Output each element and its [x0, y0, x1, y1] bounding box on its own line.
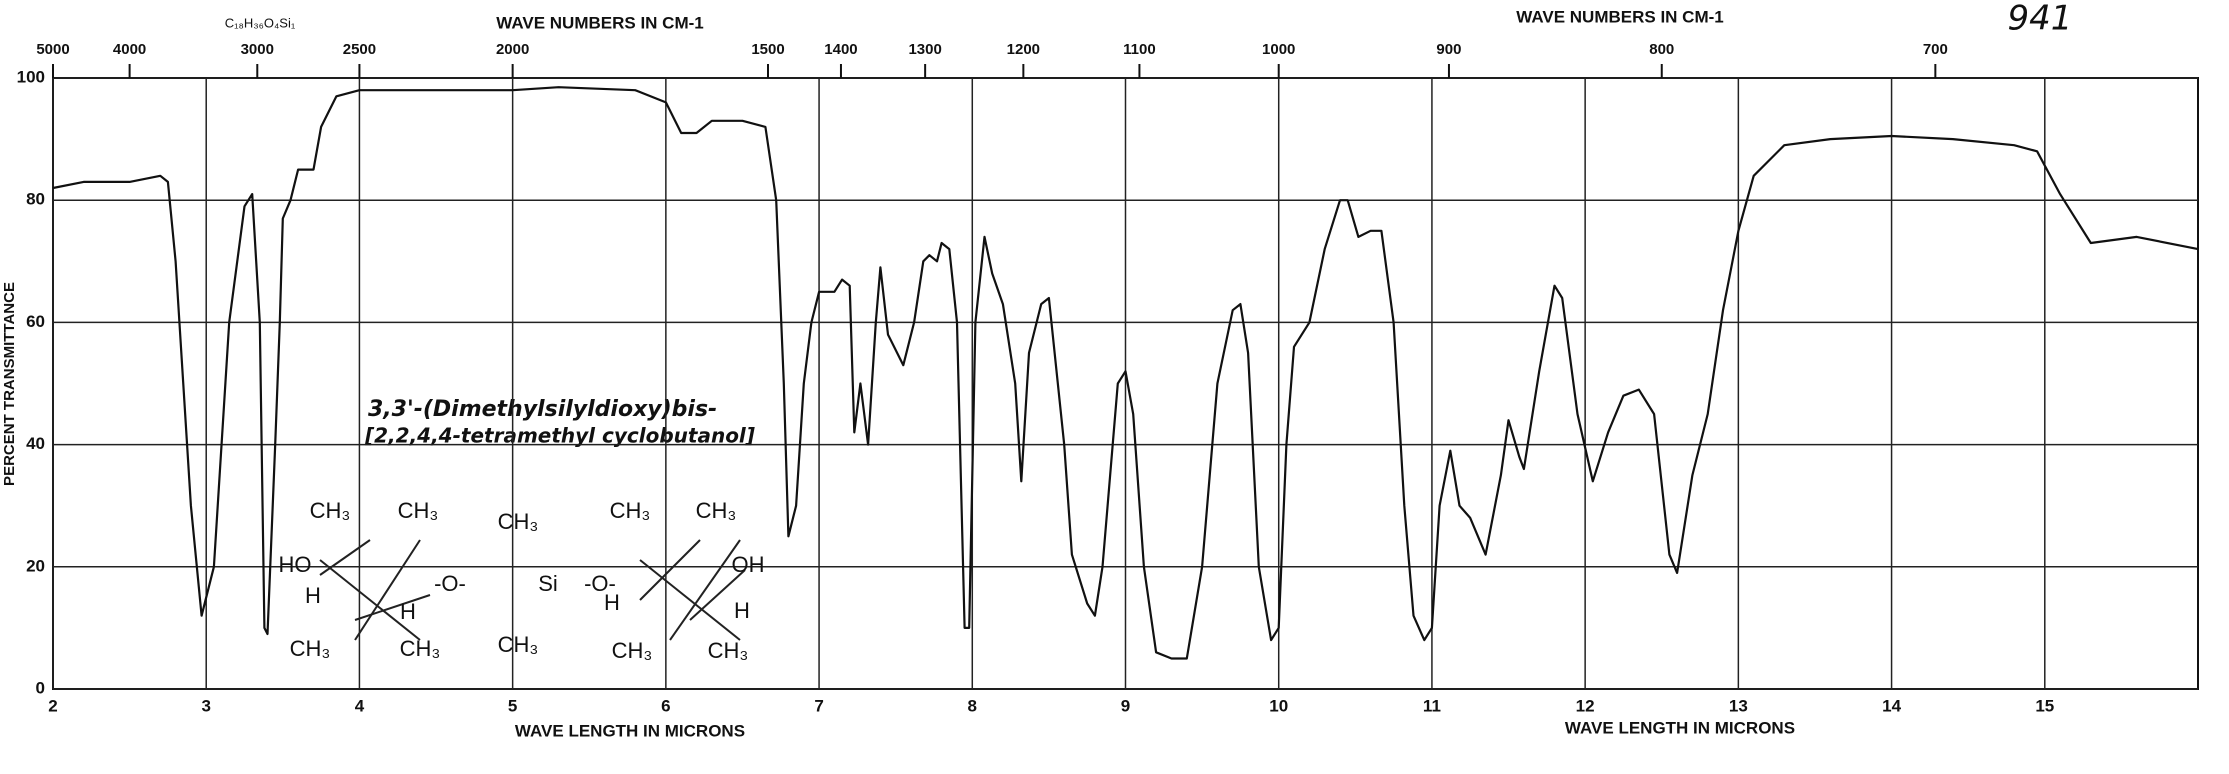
top-tick-label: 1100	[1123, 41, 1156, 58]
x-tick-label: 11	[1423, 696, 1441, 715]
x-tick-label: 10	[1269, 696, 1288, 715]
structure-label: CH₃	[612, 638, 653, 663]
structure-label: CH₃	[400, 636, 441, 661]
x-tick-label: 5	[508, 696, 517, 715]
structure-label: Si	[538, 571, 558, 596]
x-tick-label: 13	[1729, 696, 1748, 715]
top-tick-label: 4000	[113, 41, 146, 58]
top-tick-label: 1500	[751, 41, 784, 58]
formula: C₁₈H₃₆O₄Si₁	[225, 15, 296, 30]
x-tick-label: 15	[2035, 696, 2054, 715]
structure-label: CH₃	[708, 638, 749, 663]
top-tick-label: 1200	[1007, 41, 1040, 58]
top-tick-label: 1000	[1262, 41, 1295, 58]
structure-label: H	[604, 590, 620, 615]
top-axis-label: WAVE NUMBERS IN CM-1	[496, 13, 703, 32]
structure-label: OH	[732, 552, 765, 577]
y-tick-label: 100	[17, 67, 45, 86]
spectrum-number: 941	[2008, 0, 2073, 39]
top-tick-label: 700	[1923, 41, 1948, 58]
structure-label: CH₃	[290, 636, 331, 661]
top-tick-label: 800	[1649, 41, 1674, 58]
structure-label: H	[305, 583, 321, 608]
structure-label: CH₃	[398, 498, 439, 523]
structure-label: CH₃	[310, 498, 351, 523]
top-tick-label: 3000	[241, 41, 274, 58]
x-tick-label: 7	[814, 696, 823, 715]
x-tick-label: 2	[48, 696, 57, 715]
y-tick-label: 80	[26, 190, 45, 209]
top-axis-label: WAVE NUMBERS IN CM-1	[1516, 7, 1723, 26]
top-tick-label: 1300	[908, 41, 941, 58]
spectrum-line	[52, 86, 2199, 660]
structure-label: -O-	[434, 571, 466, 596]
x-axis-label: WAVE LENGTH IN MICRONS	[515, 721, 745, 740]
x-tick-label: 14	[1882, 696, 1901, 715]
top-tick-label: 900	[1436, 41, 1461, 58]
y-tick-label: 60	[26, 312, 45, 331]
structure-bonds	[319, 539, 746, 641]
x-tick-label: 6	[661, 696, 670, 715]
x-tick-label: 12	[1576, 696, 1595, 715]
x-axis-label: WAVE LENGTH IN MICRONS	[1565, 718, 1795, 737]
structure-label: H	[400, 599, 416, 624]
structure-label: CH₃	[498, 509, 539, 534]
annotation: [2,2,4,4-tetramethyl cyclobutanol]	[364, 424, 755, 448]
top-tick-label: 2500	[343, 41, 376, 58]
structure-label: CH₃	[498, 632, 539, 657]
structure-label: -O-	[584, 571, 616, 596]
x-tick-label: 8	[968, 696, 977, 715]
x-tick-label: 4	[355, 696, 365, 715]
y-tick-label: 0	[36, 678, 45, 697]
structure-label: HO	[279, 552, 312, 577]
y-axis-label: PERCENT TRANSMITTANCE	[1, 282, 18, 486]
structure-label: H	[734, 598, 750, 623]
structure-label: CH₃	[610, 498, 651, 523]
top-tick-label: 5000	[36, 41, 69, 58]
y-tick-label: 40	[26, 434, 45, 453]
top-tick-label: 2000	[496, 41, 529, 58]
y-tick-label: 20	[26, 556, 45, 575]
structure-label: CH₃	[696, 498, 737, 523]
x-tick-label: 3	[201, 696, 210, 715]
top-tick-label: 1400	[824, 41, 857, 58]
x-tick-label: 9	[1121, 696, 1130, 715]
annotation: 3,3'-(Dimethylsilyldioxy)bis-	[368, 397, 717, 422]
